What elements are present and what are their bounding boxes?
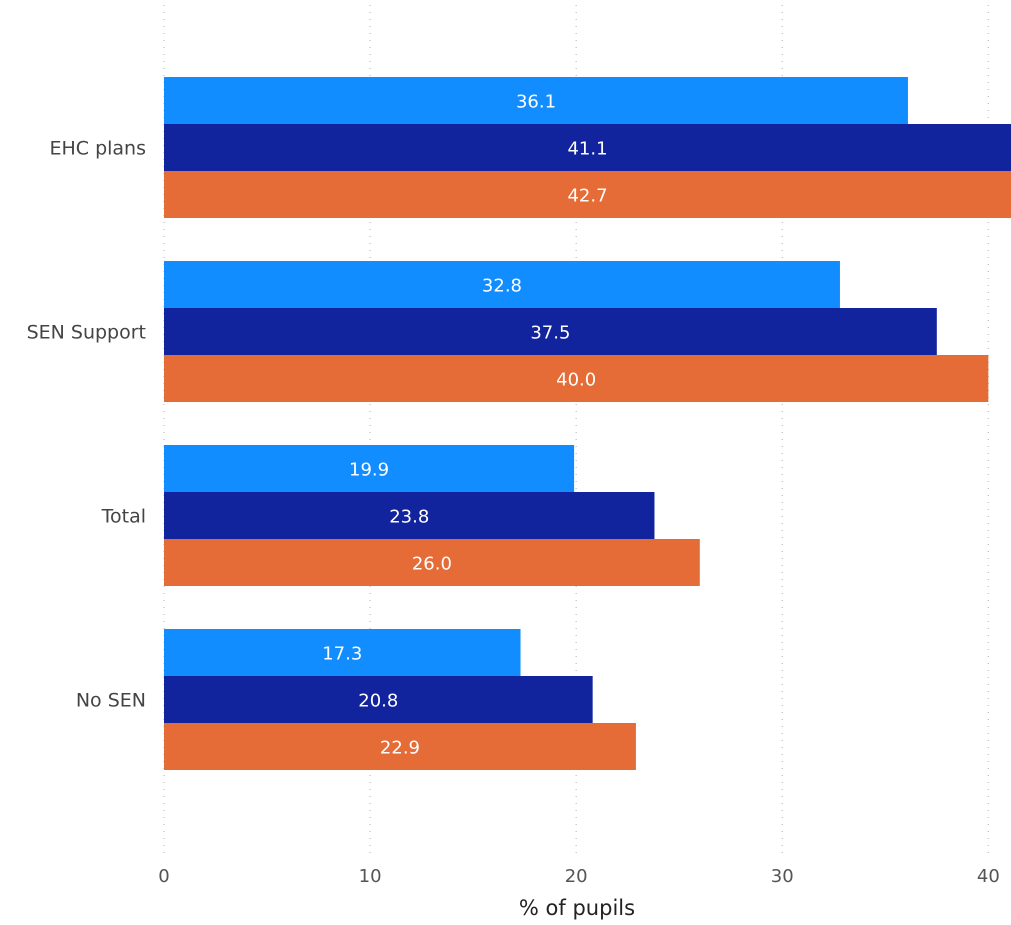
bar[interactable] <box>164 445 575 492</box>
bars <box>164 77 1011 770</box>
bar-value-label: 32.8 <box>482 276 522 297</box>
x-tick-labels: 0 10 20 30 40 <box>158 866 1000 887</box>
bar-value-label: 19.9 <box>349 460 389 481</box>
bar-value-label: 20.8 <box>358 691 398 712</box>
bar[interactable] <box>164 723 636 770</box>
bar[interactable] <box>164 261 840 308</box>
bar-value-label: 41.1 <box>567 139 607 160</box>
bar[interactable] <box>164 77 908 124</box>
category-labels: EHC plans SEN Support Total No SEN <box>27 138 146 712</box>
bar-value-label: 26.0 <box>412 554 452 575</box>
x-tick-label: 20 <box>565 866 588 887</box>
category-label: No SEN <box>76 690 146 712</box>
x-tick-label: 40 <box>977 866 1000 887</box>
category-label: SEN Support <box>27 322 146 344</box>
bar[interactable] <box>164 124 1011 171</box>
x-tick-label: 0 <box>158 866 169 887</box>
x-axis-title: % of pupils <box>519 896 635 920</box>
bar[interactable] <box>164 539 700 586</box>
x-tick-label: 10 <box>359 866 382 887</box>
bar[interactable] <box>164 308 937 355</box>
bar[interactable] <box>164 676 593 723</box>
bar-value-label: 37.5 <box>530 323 570 344</box>
bar[interactable] <box>164 492 655 539</box>
bar-value-label: 42.7 <box>567 186 607 207</box>
bar-value-label: 17.3 <box>322 644 362 665</box>
bar-value-label: 36.1 <box>516 92 556 113</box>
bar-value-label: 22.9 <box>380 738 420 759</box>
category-label: Total <box>101 506 146 528</box>
bar[interactable] <box>164 629 521 676</box>
bar[interactable] <box>164 355 989 402</box>
bar-value-labels: 36.1 41.1 42.7 32.8 37.5 40.0 19.9 23.8 26.0 17.3… <box>322 92 607 759</box>
bar-value-label: 23.8 <box>389 507 429 528</box>
bar[interactable] <box>164 171 1011 218</box>
category-label: EHC plans <box>49 138 146 160</box>
bar-value-label: 40.0 <box>556 370 596 391</box>
x-tick-label: 30 <box>771 866 794 887</box>
